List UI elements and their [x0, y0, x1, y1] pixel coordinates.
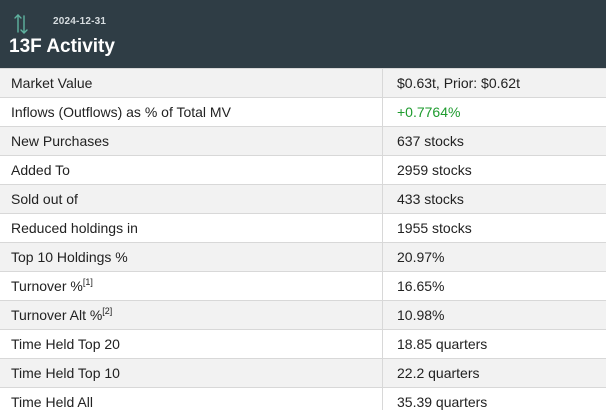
row-value: 1955 stocks — [382, 213, 606, 243]
row-label-text: Sold out of — [11, 191, 78, 207]
row-label: Sold out of — [0, 184, 383, 214]
row-label-text: Added To — [11, 162, 70, 178]
row-label-text: Time Held All — [11, 394, 93, 410]
row-label-text: Reduced holdings in — [11, 220, 138, 236]
row-label: Inflows (Outflows) as % of Total MV — [0, 97, 383, 127]
table-row: Inflows (Outflows) as % of Total MV +0.77… — [0, 97, 606, 127]
row-label-text: Turnover % — [11, 278, 83, 294]
activity-table: Market Value $0.63t, Prior: $0.62t Inflows… — [0, 68, 606, 410]
table-row: New Purchases 637 stocks — [0, 126, 606, 156]
table-row: Time Held Top 10 22.2 quarters — [0, 358, 606, 388]
row-label: Turnover Alt %[2] — [0, 300, 383, 330]
table-row: Reduced holdings in 1955 stocks — [0, 213, 606, 243]
row-label: Market Value — [0, 68, 383, 98]
page-title: 13F Activity — [9, 36, 115, 57]
table-row: Top 10 Holdings % 20.97% — [0, 242, 606, 272]
row-value: $0.63t, Prior: $0.62t — [382, 68, 606, 98]
row-value: 16.65% — [382, 271, 606, 301]
row-label: Time Held Top 20 — [0, 329, 383, 359]
report-date: 2024-12-31 — [53, 16, 107, 27]
row-label-text: Time Held Top 10 — [11, 365, 120, 381]
table-row: Sold out of 433 stocks — [0, 184, 606, 214]
row-label-text: Turnover Alt % — [11, 307, 103, 323]
up-down-arrows-icon[interactable] — [13, 12, 29, 36]
row-label: Time Held Top 10 — [0, 358, 383, 388]
row-label-text: Time Held Top 20 — [11, 336, 120, 352]
row-value: 10.98% — [382, 300, 606, 330]
row-label-text: Inflows (Outflows) as % of Total MV — [11, 104, 231, 120]
row-label: Reduced holdings in — [0, 213, 383, 243]
row-value: 20.97% — [382, 242, 606, 272]
row-label-text: Market Value — [11, 75, 93, 91]
table-row: Turnover %[1] 16.65% — [0, 271, 606, 301]
row-value: 22.2 quarters — [382, 358, 606, 388]
table-row: Turnover Alt %[2] 10.98% — [0, 300, 606, 330]
footnote-link[interactable]: [2] — [102, 306, 113, 316]
row-value: 35.39 quarters — [382, 387, 606, 410]
activity-header: 2024-12-31 13F Activity — [0, 0, 606, 68]
row-label-text: Top 10 Holdings % — [11, 249, 128, 265]
table-row: Time Held Top 20 18.85 quarters — [0, 329, 606, 359]
row-label: New Purchases — [0, 126, 383, 156]
row-value: 433 stocks — [382, 184, 606, 214]
row-label-text: New Purchases — [11, 133, 110, 149]
row-label: Added To — [0, 155, 383, 185]
row-value: 18.85 quarters — [382, 329, 606, 359]
row-value: 637 stocks — [382, 126, 606, 156]
row-label: Time Held All — [0, 387, 383, 410]
table-row: Market Value $0.63t, Prior: $0.62t — [0, 68, 606, 98]
row-label: Top 10 Holdings % — [0, 242, 383, 272]
row-value: +0.7764% — [382, 97, 606, 127]
footnote-link[interactable]: [1] — [82, 277, 93, 287]
table-row: Added To 2959 stocks — [0, 155, 606, 185]
row-label: Turnover %[1] — [0, 271, 383, 301]
table-row: Time Held All 35.39 quarters — [0, 387, 606, 410]
row-value: 2959 stocks — [382, 155, 606, 185]
